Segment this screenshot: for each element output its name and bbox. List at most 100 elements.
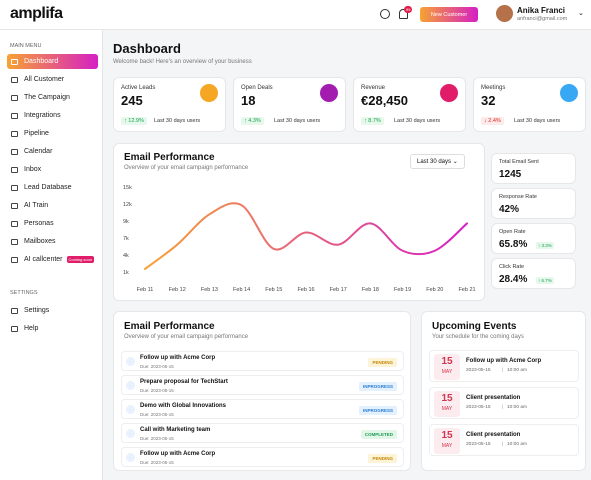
user-email: anfranci@gmail.com bbox=[517, 16, 568, 22]
new-customer-button[interactable]: New Customer bbox=[420, 7, 478, 22]
section-title: SETTINGS bbox=[10, 290, 38, 296]
avatar[interactable] bbox=[496, 5, 513, 22]
x-tick-label: Feb 14 bbox=[233, 287, 250, 293]
stat-period: Last 30 days users bbox=[274, 118, 321, 124]
event-title: Client presentation bbox=[466, 432, 521, 438]
event-time: 10:00 am bbox=[507, 442, 528, 447]
nav-icon bbox=[11, 148, 18, 155]
x-tick-label: Feb 17 bbox=[330, 287, 347, 293]
metric-label: Response Rate bbox=[499, 194, 537, 200]
nav-label: Calendar bbox=[24, 148, 53, 155]
stat-icon bbox=[200, 84, 218, 102]
nav-item[interactable]: Integrations bbox=[7, 108, 98, 123]
task-title: Follow up with Acme Corp bbox=[140, 451, 216, 457]
metric-change: ↑ 3.3% bbox=[536, 242, 554, 249]
nav-icon bbox=[11, 307, 18, 314]
metric-card: Open Rate 65.8% ↑ 3.3% bbox=[491, 223, 576, 254]
event-title: Client presentation bbox=[466, 395, 521, 401]
metric-label: Open Rate bbox=[499, 229, 526, 235]
card-subtitle: Your schedule for the coming days bbox=[432, 334, 524, 340]
nav-label: Mailboxes bbox=[24, 238, 56, 245]
nav-item[interactable]: Lead Database bbox=[7, 180, 98, 195]
task-row[interactable]: Prepare proposal for TechStart Due: 2023-… bbox=[121, 375, 404, 395]
nav-label: All Customer bbox=[24, 76, 65, 83]
stat-icon bbox=[440, 84, 458, 102]
metric-label: Total Email Sent bbox=[499, 159, 539, 165]
range-select[interactable]: Last 30 days ⌄ bbox=[410, 154, 465, 169]
stat-change: ↓ 2.4% bbox=[481, 117, 504, 125]
metric-value: 1245 bbox=[499, 169, 522, 180]
task-due: Due: 2023-05-15 bbox=[140, 436, 174, 441]
card-subtitle: Overview of your email campaign performa… bbox=[124, 165, 249, 171]
stat-change: ↑ 8.7% bbox=[361, 117, 384, 125]
nav-icon bbox=[11, 220, 18, 227]
task-row[interactable]: Call with Marketing team Due: 2023-05-15 C… bbox=[121, 423, 404, 443]
task-icon bbox=[126, 357, 135, 366]
user-name: Anika Franci bbox=[517, 6, 566, 15]
stat-label: Meetings bbox=[481, 85, 506, 91]
status-badge: COMPLETED bbox=[360, 430, 397, 439]
change-value: 8.7% bbox=[368, 118, 381, 124]
stat-value: 18 bbox=[241, 93, 256, 108]
nav-item[interactable]: Mailboxes bbox=[7, 234, 98, 249]
event-time: 10:00 am bbox=[507, 405, 528, 410]
stat-label: Open Deals bbox=[241, 85, 273, 91]
event-time: 10:00 am bbox=[507, 368, 528, 373]
task-row[interactable]: Follow up with Acme Corp Due: 2023-05-15 P… bbox=[121, 447, 404, 467]
stat-value: 245 bbox=[121, 93, 143, 108]
nav-item[interactable]: Dashboard bbox=[7, 54, 98, 69]
stat-value: €28,450 bbox=[361, 93, 408, 108]
nav-icon bbox=[11, 325, 18, 332]
events-card: Upcoming Events Your schedule for the co… bbox=[421, 311, 586, 471]
nav-item[interactable]: AI Train bbox=[7, 198, 98, 213]
nav-label: Integrations bbox=[24, 112, 61, 119]
event-date: 2023-05-15 bbox=[466, 405, 491, 410]
x-tick-label: Feb 13 bbox=[201, 287, 218, 293]
bell-icon[interactable] bbox=[399, 9, 408, 19]
task-row[interactable]: Demo with Global Innovations Due: 2023-05… bbox=[121, 399, 404, 419]
card-subtitle: Overview of your email campaign performa… bbox=[124, 334, 249, 340]
task-icon bbox=[126, 453, 135, 462]
nav-item[interactable]: AI callcenter Coming soon bbox=[7, 252, 98, 267]
search-icon[interactable] bbox=[380, 9, 390, 19]
nav-item[interactable]: Pipeline bbox=[7, 126, 98, 141]
task-row[interactable]: Follow up with Acme Corp Due: 2023-05-15 P… bbox=[121, 351, 404, 371]
logo: amplifa bbox=[10, 5, 63, 22]
nav-item[interactable]: Personas bbox=[7, 216, 98, 231]
nav-item[interactable]: Settings bbox=[7, 303, 98, 318]
task-icon bbox=[126, 429, 135, 438]
event-date: 2023-05-15 bbox=[466, 368, 491, 373]
nav-item[interactable]: All Customer bbox=[7, 72, 98, 87]
event-separator: | bbox=[502, 405, 504, 410]
event-row[interactable]: 15 MAY Follow up with Acme Corp 2023-05-15 |… bbox=[429, 350, 579, 382]
nav-item[interactable]: Calendar bbox=[7, 144, 98, 159]
trend-arrow: ↑ bbox=[244, 118, 249, 124]
nav-icon bbox=[11, 112, 18, 119]
nav-label: Settings bbox=[24, 307, 50, 314]
chevron[interactable]: ⌄ bbox=[578, 10, 584, 17]
nav-item[interactable]: Help bbox=[7, 321, 98, 336]
section-title: MAIN MENU bbox=[10, 43, 42, 49]
event-month: MAY bbox=[441, 406, 453, 412]
nav-item[interactable]: Inbox bbox=[7, 162, 98, 177]
nav-label: The Campaign bbox=[24, 94, 70, 101]
stat-period: Last 30 days users bbox=[514, 118, 561, 124]
stat-change: ↑ 4.3% bbox=[241, 117, 264, 125]
event-day: 15 bbox=[441, 430, 453, 441]
task-title: Prepare proposal for TechStart bbox=[140, 379, 228, 385]
change-value: 6.7% bbox=[541, 278, 552, 283]
nav-label: AI callcenter bbox=[24, 256, 63, 263]
metric-change: ↑ 6.7% bbox=[536, 277, 554, 284]
metric-value: 28.4% bbox=[499, 274, 528, 285]
event-row[interactable]: 15 MAY Client presentation 2023-05-15 | 10:00… bbox=[429, 387, 579, 419]
range-label: Last 30 days bbox=[417, 159, 452, 165]
y-tick-label: 4k bbox=[123, 253, 129, 259]
nav-item[interactable]: The Campaign bbox=[7, 90, 98, 105]
nav-label: Help bbox=[24, 325, 39, 332]
task-icon bbox=[126, 381, 135, 390]
trend-arrow: ↓ bbox=[484, 118, 489, 124]
nav-icon bbox=[11, 238, 18, 245]
event-row[interactable]: 15 MAY Client presentation 2023-05-15 | 10:00… bbox=[429, 424, 579, 456]
trend-arrow: ↑ bbox=[124, 118, 129, 124]
change-value: 3.3% bbox=[541, 243, 552, 248]
